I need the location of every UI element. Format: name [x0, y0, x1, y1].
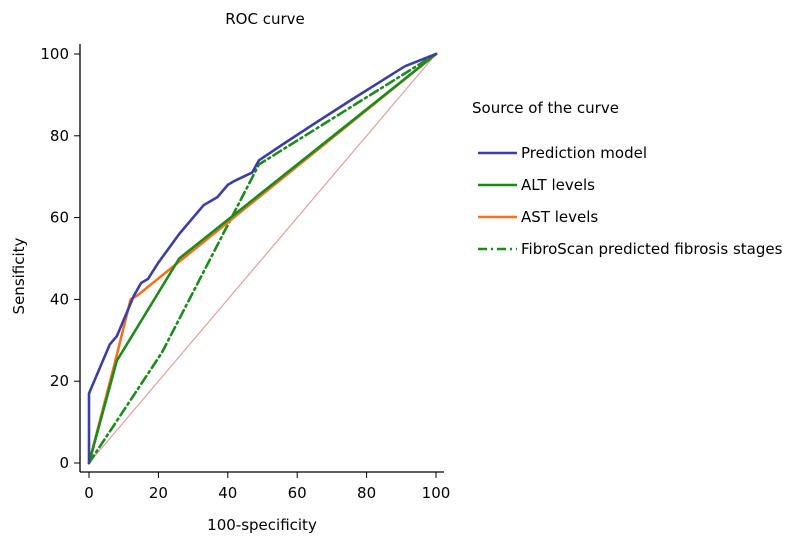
- reference-diagonal-line: [88, 53, 437, 464]
- y-tick-label: 60: [50, 209, 69, 227]
- y-tick-label: 100: [40, 45, 69, 63]
- x-tick-label: 60: [288, 484, 307, 502]
- plot-area: 0 20 40 60 80 100 0 20 40 60 80 100: [40, 44, 450, 502]
- x-tick-label: 40: [218, 484, 237, 502]
- legend-label-alt-levels: ALT levels: [521, 176, 595, 194]
- x-tick-label: 80: [357, 484, 376, 502]
- y-tick-label: 20: [50, 372, 69, 390]
- y-tick-label: 40: [50, 290, 69, 308]
- legend-label-ast-levels: AST levels: [521, 208, 598, 226]
- x-tick-label: 100: [422, 484, 451, 502]
- legend-label-prediction-model: Prediction model: [521, 144, 647, 162]
- series-line-prediction-model: [87, 52, 438, 465]
- series-line-alt-levels: [87, 52, 438, 465]
- x-tick-label: 0: [84, 484, 94, 502]
- y-tick-label: 80: [50, 127, 69, 145]
- x-tick-label: 20: [149, 484, 168, 502]
- series-line-fibroscan-predicted-fibrosis-stages: [87, 52, 438, 465]
- y-axis-title: Sensificity: [10, 237, 28, 314]
- y-tick-label: 0: [59, 454, 69, 472]
- legend-title: Source of the curve: [472, 99, 619, 117]
- chart-title: ROC curve: [225, 10, 305, 28]
- x-axis-title: 100-specificity: [207, 516, 317, 534]
- legend-label-fibroscan-predicted-fibrosis-stages: FibroScan predicted fibrosis stages: [521, 240, 783, 258]
- legend: Source of the curve Prediction model ALT …: [472, 99, 783, 258]
